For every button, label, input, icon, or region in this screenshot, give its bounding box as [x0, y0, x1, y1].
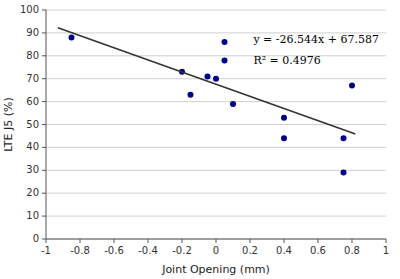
- x-tick: [318, 239, 319, 243]
- point: [341, 170, 347, 176]
- x-tick: [284, 239, 285, 243]
- y-tick: [42, 239, 46, 240]
- y-tick-label: 10: [26, 210, 39, 221]
- point: [213, 76, 219, 82]
- x-tick: [216, 239, 217, 243]
- chart: 0102030405060708090100-1-0.8-0.6-0.4-0.2…: [0, 0, 400, 279]
- point: [341, 135, 347, 141]
- y-axis-line: [46, 10, 47, 239]
- grid-line: [46, 193, 386, 194]
- x-tick-label: -0.4: [138, 245, 158, 256]
- x-tick: [182, 239, 183, 243]
- point: [281, 115, 287, 121]
- x-tick-label: 0: [213, 245, 219, 256]
- point: [230, 101, 236, 107]
- annotation: y = -26.544x + 67.587: [252, 33, 379, 46]
- grid-line: [46, 170, 386, 171]
- annotations: y = -26.544x + 67.587 R² = 0.4976: [252, 33, 379, 67]
- x-tick: [250, 239, 251, 243]
- y-tick: [42, 32, 46, 33]
- y-tick: [42, 216, 46, 217]
- point: [222, 39, 228, 45]
- y-tick-label: 80: [26, 50, 39, 61]
- x-axis-label: Joint Opening (mm): [161, 263, 270, 276]
- y-tick-label: 70: [26, 73, 39, 84]
- grid-line: [46, 147, 386, 148]
- point: [205, 73, 211, 79]
- y-axis-label: LTE J5 (%): [2, 97, 15, 152]
- y-tick: [42, 55, 46, 56]
- y-tick: [42, 101, 46, 102]
- x-tick-label: -0.6: [104, 245, 124, 256]
- y-tick-label: 20: [26, 187, 39, 198]
- grid: [46, 10, 386, 239]
- y-tick-label: 60: [26, 96, 39, 107]
- grid-line: [46, 216, 386, 217]
- y-tick-label: 100: [20, 4, 39, 15]
- y-tick: [42, 170, 46, 171]
- y-tick: [42, 78, 46, 79]
- x-tick: [352, 239, 353, 243]
- grid-line: [46, 124, 386, 125]
- y-tick-label: 40: [26, 141, 39, 152]
- grid-line: [46, 239, 386, 240]
- x-tick: [80, 239, 81, 243]
- grid-line: [46, 55, 386, 56]
- x-tick-label: 1: [383, 245, 389, 256]
- point: [349, 83, 355, 89]
- annotation: R² = 0.4976: [253, 54, 320, 67]
- y-tick-label: 50: [26, 119, 39, 130]
- x-tick: [386, 239, 387, 243]
- point: [281, 135, 287, 141]
- y-tick: [42, 124, 46, 125]
- x-tick: [114, 239, 115, 243]
- x-tick: [148, 239, 149, 243]
- x-axis-line: [46, 239, 386, 240]
- x-tick-label: -0.2: [172, 245, 192, 256]
- x-tick-label: 0.4: [276, 245, 292, 256]
- background: [0, 0, 400, 279]
- grid-line: [46, 101, 386, 102]
- x-tick-label: 0.6: [310, 245, 326, 256]
- x-tick-label: -1: [41, 245, 51, 256]
- x-tick-label: 0.8: [344, 245, 360, 256]
- marks: [58, 28, 356, 176]
- axes: 0102030405060708090100-1-0.8-0.6-0.4-0.2…: [20, 4, 389, 256]
- point: [69, 34, 75, 40]
- y-tick: [42, 193, 46, 194]
- y-tick-label: 90: [26, 27, 39, 38]
- point: [222, 57, 228, 63]
- y-tick-label: 30: [26, 164, 39, 175]
- grid-line: [46, 10, 386, 11]
- x-tick-label: -0.8: [70, 245, 90, 256]
- point: [188, 92, 194, 98]
- y-tick-label: 0: [33, 233, 39, 244]
- y-tick: [42, 10, 46, 11]
- y-tick: [42, 147, 46, 148]
- x-tick: [46, 239, 47, 243]
- x-tick-label: 0.2: [242, 245, 258, 256]
